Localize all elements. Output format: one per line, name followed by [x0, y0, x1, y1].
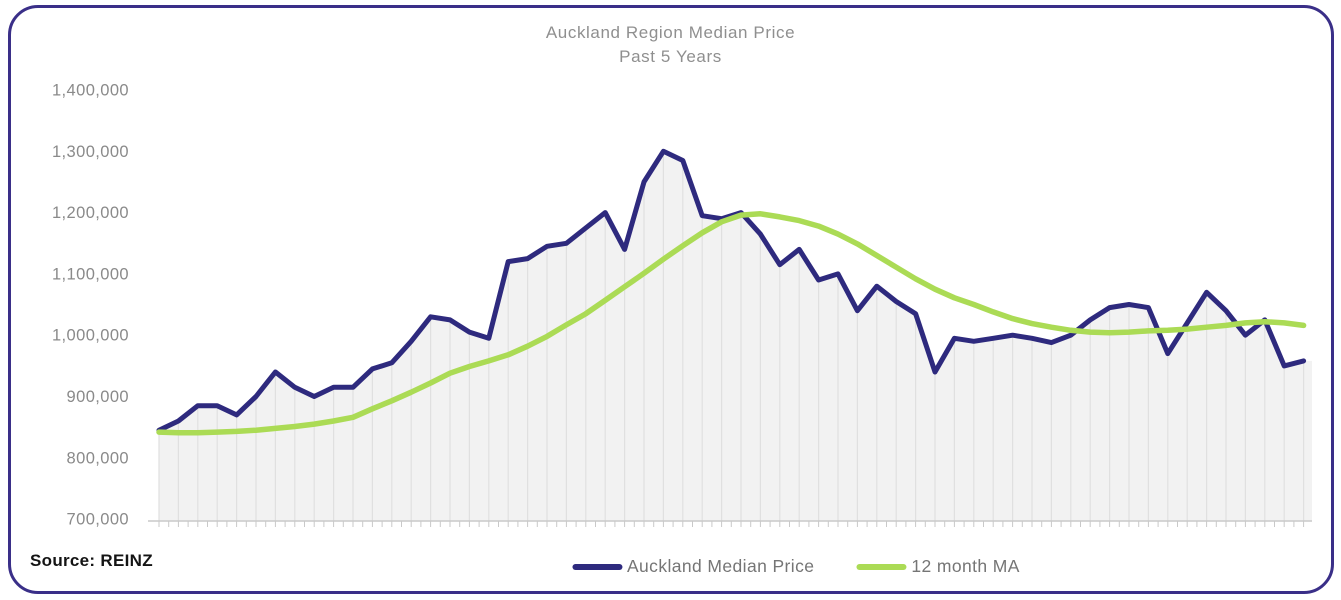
chart-title-line2: Past 5 Years	[619, 47, 722, 66]
median-price-area-fill	[159, 151, 1312, 521]
legend: Auckland Median Price 12 month MA	[571, 556, 1020, 577]
ma-line-swatch	[856, 563, 907, 570]
source-label: Source: REINZ	[30, 551, 153, 570]
y-axis-label: 1,400,000	[52, 82, 129, 100]
y-axis-label: 700,000	[67, 511, 129, 529]
chart-title: Auckland Region Median Price Past 5 Year…	[0, 21, 1341, 69]
y-axis-label: 1,100,000	[52, 265, 129, 283]
ma-line	[156, 211, 1307, 436]
y-axis-label: 1,200,000	[52, 204, 129, 222]
y-axis-label: 900,000	[67, 388, 129, 406]
ma-legend-label: 12 month MA	[911, 556, 1020, 576]
y-axis-label: 1,000,000	[52, 327, 129, 345]
legend-item-median-price: Auckland Median Price	[571, 556, 815, 577]
median-price-line-swatch	[571, 563, 622, 570]
y-axis-label: 800,000	[67, 449, 129, 467]
y-axis-label: 1,300,000	[52, 143, 129, 161]
chart-title-line1: Auckland Region Median Price	[545, 23, 796, 42]
legend-item-12-month-ma: 12 month MA	[856, 556, 1019, 577]
median-price-legend-label: Auckland Median Price	[626, 556, 815, 576]
